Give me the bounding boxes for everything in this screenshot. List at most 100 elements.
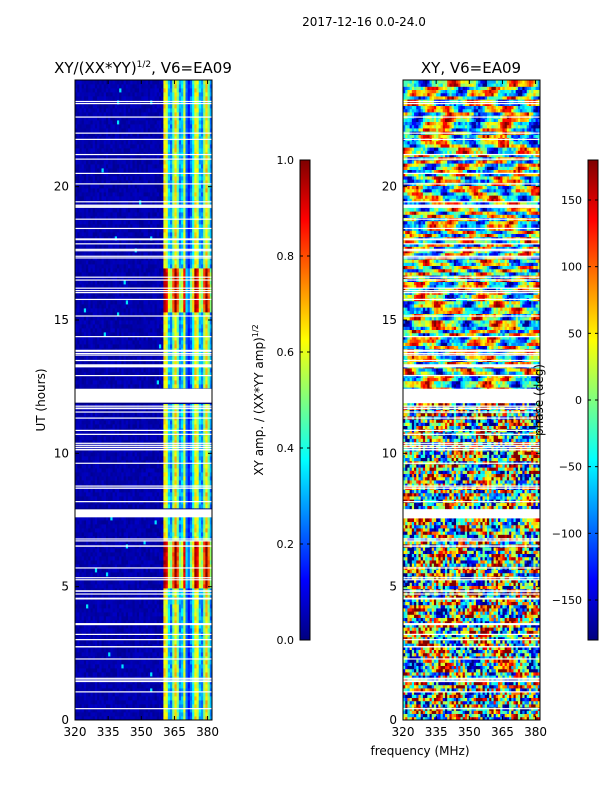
amplitude-cell xyxy=(114,688,118,693)
amplitude-cell xyxy=(172,640,175,645)
amplitude-cell xyxy=(145,412,149,417)
amplitude-cell xyxy=(116,716,120,720)
amplitude-cell xyxy=(185,588,189,593)
amplitude-cell xyxy=(196,712,200,717)
amplitude-cell xyxy=(134,488,138,493)
amplitude-cell xyxy=(172,552,175,557)
amplitude-cell xyxy=(194,548,197,553)
amplitude-cell xyxy=(174,464,178,469)
amplitude-cell xyxy=(200,516,204,521)
amplitude-cell xyxy=(167,516,171,521)
amplitude-cell xyxy=(178,564,182,569)
amplitude-cell xyxy=(88,444,91,449)
amplitude-cell xyxy=(170,492,173,497)
amplitude-cell xyxy=(114,524,118,529)
amplitude-cell xyxy=(185,472,189,477)
amplitude-cell xyxy=(170,408,173,413)
amplitude-cell xyxy=(205,560,208,565)
amplitude-cell xyxy=(88,580,91,585)
amplitude-cell xyxy=(112,420,116,425)
amplitude-cell xyxy=(123,472,127,477)
amplitude-cell xyxy=(86,584,89,589)
amplitude-cell xyxy=(150,628,153,633)
amplitude-cell xyxy=(209,568,212,573)
amplitude-cell xyxy=(207,424,211,429)
amplitude-cell xyxy=(90,468,94,473)
amplitude-cell xyxy=(105,468,109,473)
amplitude-cell xyxy=(134,684,138,689)
amplitude-cell xyxy=(105,672,109,677)
amplitude-cell xyxy=(79,660,83,665)
amplitude-cell xyxy=(196,616,200,621)
amplitude-cell xyxy=(128,668,131,673)
amplitude-cell xyxy=(110,672,113,677)
amplitude-cell xyxy=(112,672,116,677)
amplitude-cell xyxy=(119,524,122,529)
amplitude-cell xyxy=(189,564,193,569)
amplitude-cell xyxy=(183,588,186,593)
amplitude-cell xyxy=(103,560,107,565)
amplitude-cell xyxy=(99,464,102,469)
amplitude-cell xyxy=(105,472,109,477)
amplitude-cell xyxy=(90,692,94,697)
amplitude-cell xyxy=(139,608,142,613)
amplitude-cell xyxy=(132,580,136,585)
amplitude-cell xyxy=(163,556,166,561)
amplitude-cell xyxy=(130,620,133,625)
amplitude-cell xyxy=(114,700,118,705)
amplitude-cell xyxy=(90,636,94,641)
amplitude-cell xyxy=(105,584,109,589)
amplitude-cell xyxy=(192,716,195,720)
amplitude-cell xyxy=(139,652,142,657)
amplitude-cell xyxy=(198,660,202,665)
amplitude-cell xyxy=(187,652,191,657)
amplitude-cell xyxy=(147,572,151,577)
amplitude-cell xyxy=(86,540,89,545)
amplitude-cell xyxy=(189,600,193,605)
amplitude-cell xyxy=(154,612,158,617)
amplitude-cell xyxy=(158,608,162,613)
amplitude-cell xyxy=(150,456,153,461)
amplitude-cell xyxy=(203,664,206,669)
amplitude-cell xyxy=(105,376,109,381)
amplitude-cell xyxy=(125,372,129,377)
amplitude-cell xyxy=(77,580,80,585)
amplitude-cell xyxy=(75,588,78,593)
amplitude-cell xyxy=(119,656,122,661)
amplitude-cell xyxy=(163,560,166,565)
amplitude-cell xyxy=(128,480,131,485)
amplitude-cell xyxy=(187,620,191,625)
amplitude-cell xyxy=(181,452,184,457)
amplitude-cell xyxy=(94,616,98,621)
amplitude-cell xyxy=(141,700,144,705)
amplitude-cell xyxy=(165,688,169,693)
amplitude-cell xyxy=(150,652,153,657)
amplitude-cell xyxy=(116,504,120,509)
amplitude-cell xyxy=(174,528,178,533)
amplitude-cell xyxy=(86,480,89,485)
amplitude-cell xyxy=(152,496,155,501)
amplitude-cell xyxy=(196,452,200,457)
amplitude-cell xyxy=(119,528,122,533)
amplitude-cell xyxy=(88,536,91,541)
amplitude-cell xyxy=(105,712,109,717)
amplitude-cell xyxy=(181,584,184,589)
amplitude-cell xyxy=(167,496,171,501)
amplitude-cell xyxy=(143,420,147,425)
amplitude-cell xyxy=(150,688,153,693)
amplitude-cell xyxy=(121,636,125,641)
amplitude-cell xyxy=(105,464,109,469)
amplitude-cell xyxy=(185,600,189,605)
amplitude-cell xyxy=(105,372,109,377)
amplitude-cell xyxy=(192,524,195,529)
amplitude-cell xyxy=(112,636,116,641)
amplitude-cell xyxy=(147,420,151,425)
amplitude-cell xyxy=(139,636,142,641)
amplitude-cell xyxy=(163,496,166,501)
amplitude-cell xyxy=(207,672,211,677)
amplitude-cell xyxy=(103,628,107,633)
amplitude-cell xyxy=(198,620,202,625)
amplitude-cell xyxy=(187,516,191,521)
amplitude-cell xyxy=(152,600,155,605)
amplitude-cell xyxy=(134,712,138,717)
